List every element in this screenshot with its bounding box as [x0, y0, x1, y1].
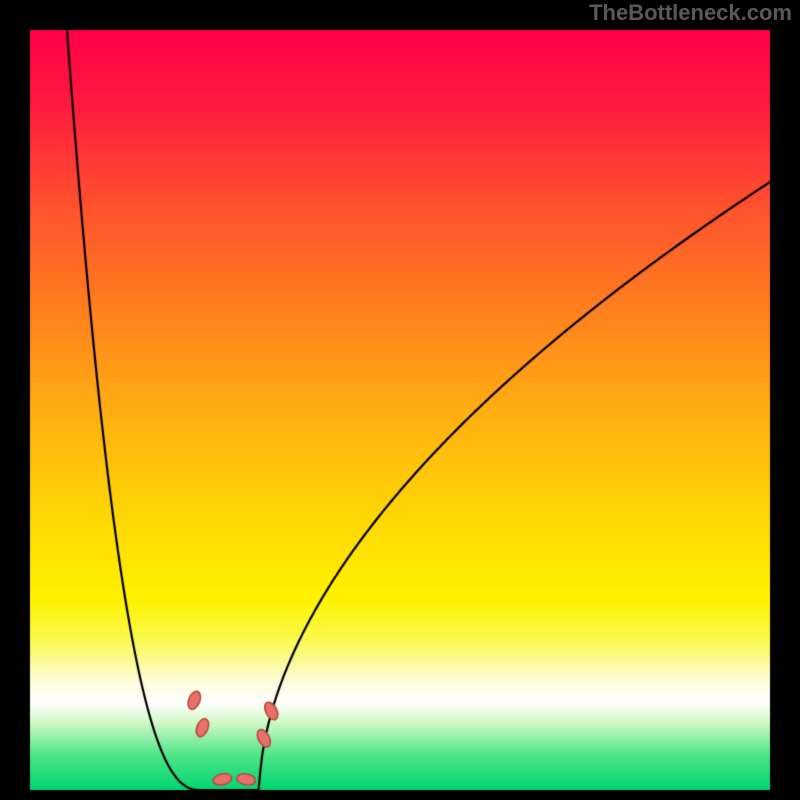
bottleneck-chart	[0, 0, 800, 800]
watermark-text: TheBottleneck.com	[589, 0, 792, 26]
